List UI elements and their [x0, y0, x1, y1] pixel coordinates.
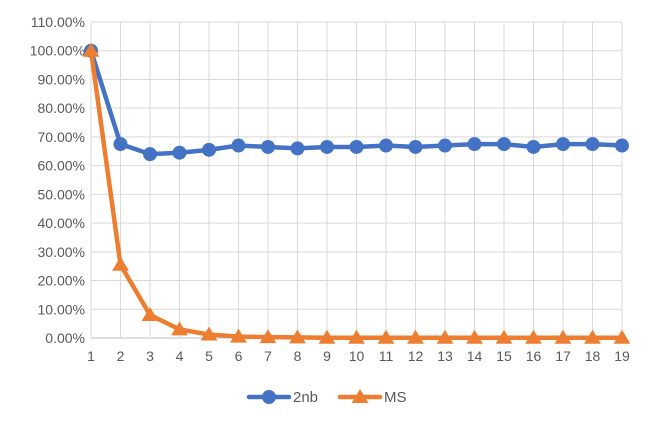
data-point [143, 147, 157, 162]
data-point [141, 307, 159, 322]
x-tick-label: 7 [264, 348, 272, 364]
x-tick-label: 5 [205, 348, 213, 364]
data-point [230, 328, 247, 343]
x-tick-label: 16 [526, 348, 542, 364]
data-point [554, 329, 572, 344]
data-point [349, 139, 364, 154]
legend-label: MS [384, 389, 407, 406]
data-point [467, 137, 482, 152]
x-tick-label: 8 [294, 348, 302, 364]
x-tick-label: 17 [555, 348, 571, 364]
data-point [466, 329, 483, 344]
data-series [82, 42, 631, 344]
data-point [348, 329, 365, 344]
x-tick-label: 15 [496, 348, 512, 364]
y-tick-label: 20.00% [38, 273, 85, 289]
y-tick-label: 100.00% [30, 43, 85, 59]
x-tick-label: 11 [379, 348, 394, 364]
legend-item-2nb: 2nb [246, 389, 318, 406]
x-tick-label: 2 [117, 348, 125, 364]
x-tick-label: 14 [467, 348, 483, 364]
data-point [497, 137, 511, 152]
legend: 2nb MS [246, 389, 407, 406]
y-tick-label: 50.00% [38, 186, 85, 202]
data-point [112, 256, 129, 271]
data-point [320, 139, 334, 154]
y-tick-label: 70.00% [38, 129, 85, 145]
data-point [379, 138, 393, 153]
x-tick-label: 4 [176, 348, 184, 364]
y-tick-label: 10.00% [38, 301, 85, 317]
data-point [436, 329, 454, 344]
data-point [318, 329, 336, 344]
x-tick-label: 12 [408, 348, 424, 364]
x-tick-label: 19 [614, 348, 630, 364]
data-point [438, 138, 452, 153]
data-point [613, 329, 631, 344]
data-point [202, 142, 216, 157]
x-tick-label: 6 [235, 348, 243, 364]
y-tick-label: 0.00% [45, 330, 85, 346]
series-2nb [84, 43, 629, 162]
data-point [290, 141, 305, 156]
legend-marker [262, 390, 276, 404]
data-point [584, 329, 601, 344]
data-point [289, 329, 306, 344]
data-point [259, 329, 277, 344]
legend-item-MS: MS [337, 389, 407, 406]
x-tick-label: 13 [437, 348, 453, 364]
data-point [171, 321, 188, 336]
data-point [231, 138, 246, 153]
x-tick-label: 9 [323, 348, 331, 364]
y-tick-label: 40.00% [38, 215, 85, 231]
data-point [200, 326, 218, 341]
data-point [526, 139, 541, 154]
series-MS [82, 42, 631, 344]
data-point [408, 139, 423, 154]
data-point [495, 329, 513, 344]
data-point [615, 138, 629, 153]
y-tick-label: 60.00% [38, 158, 85, 174]
data-point [172, 145, 187, 160]
grid-lines [90, 21, 623, 339]
data-point [556, 137, 570, 152]
y-tick-label: 110.00% [31, 14, 85, 30]
y-tick-label: 30.00% [38, 244, 85, 260]
x-tick-label: 10 [349, 348, 365, 364]
y-tick-label: 90.00% [38, 71, 85, 87]
data-point [82, 42, 100, 57]
legend-label: 2nb [293, 389, 318, 406]
x-tick-label: 18 [585, 348, 601, 364]
data-point [585, 137, 600, 152]
data-point [407, 329, 424, 344]
x-tick-label: 1 [87, 348, 95, 364]
x-axis-tick-labels: 1 2 3 4 5 6 7 8 9 10 11 12 13 14 15 16 17 18 19 [87, 348, 630, 364]
x-tick-label: 3 [146, 348, 154, 364]
data-point [525, 329, 542, 344]
legend-marker [351, 389, 369, 403]
data-point [261, 139, 275, 154]
data-point [113, 137, 128, 152]
y-tick-label: 80.00% [38, 100, 85, 116]
data-point [377, 329, 395, 344]
y-axis-tick-labels: 0.00% 10.00% 20.00% 30.00% 40.00% 50.00% 60.00… [30, 14, 85, 346]
